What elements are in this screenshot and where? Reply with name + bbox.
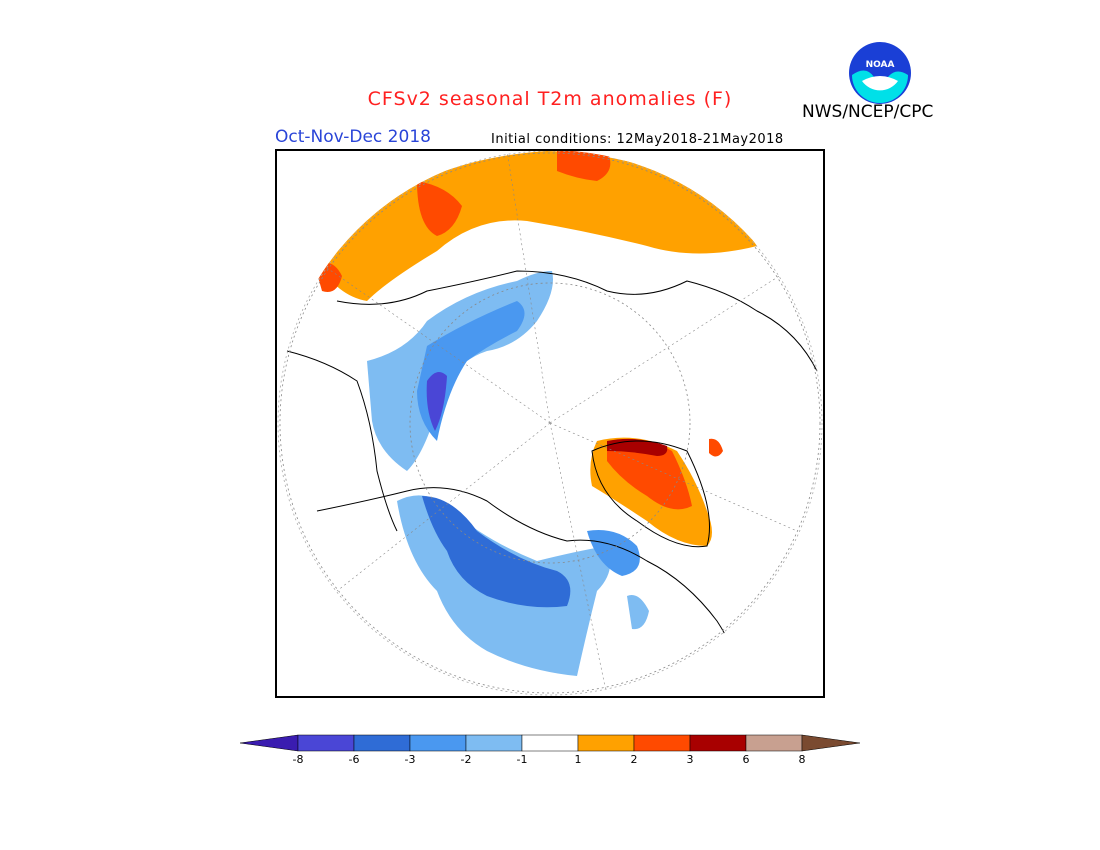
legend-arrow-high: [801, 734, 860, 752]
anomaly-map: [277, 151, 823, 696]
legend-arrow-low: [240, 734, 299, 752]
warm-core-north: [557, 151, 611, 181]
warm-core-west: [417, 181, 462, 236]
coastline-eurasia: [336, 270, 818, 372]
legend-swatch: [745, 734, 803, 752]
agency-label: NWS/NCEP/CPC: [802, 102, 934, 122]
coastline-europe: [286, 350, 398, 532]
cool-deep-europe: [426, 372, 447, 431]
legend-swatch: [577, 734, 635, 752]
meridian-line: [549, 422, 608, 696]
legend-swatch: [465, 734, 523, 752]
coastline-namerica: [316, 487, 748, 696]
cool-region-hudson: [587, 530, 640, 576]
legend-swatch: [689, 734, 747, 752]
legend-tick-label: 8: [798, 753, 806, 766]
legend-swatch: [409, 734, 467, 752]
legend-tick-label: -6: [348, 753, 360, 766]
legend-tick-label: 3: [686, 753, 694, 766]
meridian-line: [316, 260, 551, 424]
latitude-circle: [279, 152, 821, 694]
cool-core-europe: [417, 301, 525, 441]
map-title: CFSv2 seasonal T2m anomalies (F): [367, 88, 733, 110]
warm-core-svalbard: [709, 438, 723, 457]
legend-tick-label: 6: [742, 753, 750, 766]
meridian-line: [336, 422, 551, 592]
legend-swatch: [521, 734, 579, 752]
hemisphere-outline: [277, 151, 823, 696]
legend-tick-label: 1: [574, 753, 582, 766]
season-label: Oct-Nov-Dec 2018: [275, 127, 431, 147]
meridian-line: [506, 151, 551, 424]
color-legend: [240, 734, 860, 752]
noaa-logo-icon: NOAA: [849, 42, 911, 104]
logo-text: NOAA: [866, 60, 895, 70]
map-frame: [275, 149, 825, 698]
latitude-circle: [409, 282, 691, 564]
initial-conditions-label: Initial conditions: 12May2018-21May2018: [491, 132, 784, 147]
legend-swatch: [633, 734, 691, 752]
legend-tick-label: -3: [404, 753, 416, 766]
legend-tick-label: 2: [630, 753, 638, 766]
cool-core-namerica: [422, 496, 571, 608]
legend-swatch: [353, 734, 411, 752]
coastline-greenland: [591, 440, 710, 548]
meridian-line: [549, 270, 788, 424]
warm-deep-greenland: [607, 438, 668, 456]
legend-tick-label: -1: [516, 753, 528, 766]
legend-swatch: [297, 734, 355, 752]
cool-region-labrador: [627, 595, 649, 630]
legend-tick-label: -8: [292, 753, 304, 766]
legend-tick-label: -2: [460, 753, 472, 766]
